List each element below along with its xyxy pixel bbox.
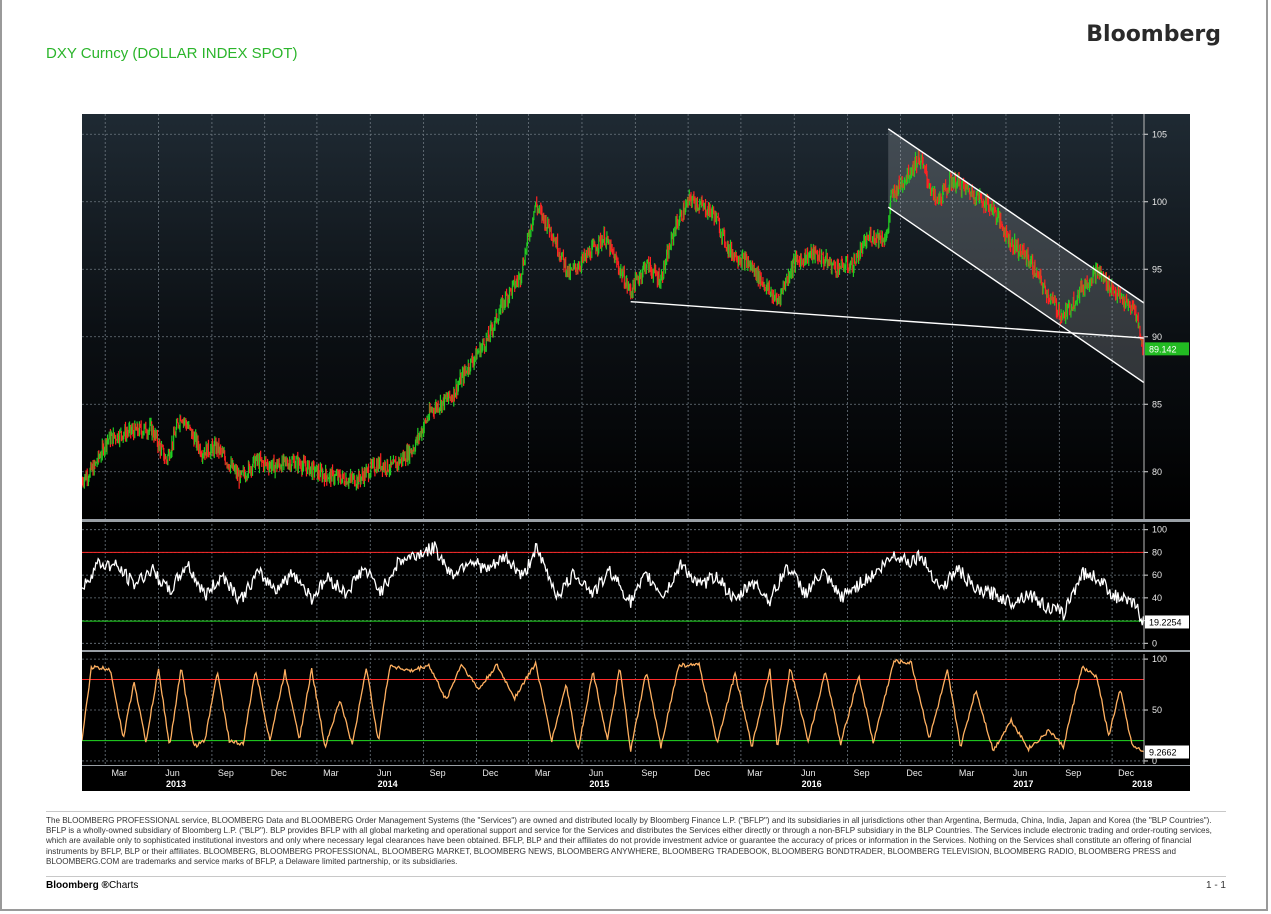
- oscillator-panel: [82, 541, 1145, 626]
- indicator-value-label: 19.2254: [1149, 617, 1182, 627]
- last-price-tag: [1145, 342, 1189, 356]
- stochastic-y-tick-label: 0: [1152, 756, 1157, 766]
- x-year-label: 2015: [589, 779, 609, 789]
- price-y-tick-label: 80: [1152, 467, 1162, 477]
- price-y-tick-label: 105: [1152, 129, 1167, 139]
- oscillator-y-tick-label: 80: [1152, 547, 1162, 557]
- price-y-tick-label: 100: [1152, 197, 1167, 207]
- trendline: [887, 128, 1145, 304]
- footer-product: Charts: [108, 880, 139, 891]
- x-tick-label: Sep: [218, 768, 234, 778]
- footer-brand: Bloomberg ®Charts: [46, 880, 138, 891]
- x-tick-label: Jun: [1013, 768, 1028, 778]
- page-number: 1 - 1: [1205, 880, 1226, 891]
- last-price-label: 89.142: [1149, 344, 1177, 354]
- x-year-label: 2014: [378, 779, 398, 789]
- x-tick-label: Jun: [377, 768, 392, 778]
- legal-disclaimer: The BLOOMBERG PROFESSIONAL service, BLOO…: [46, 811, 1226, 867]
- x-tick-label: Sep: [641, 768, 657, 778]
- oscillator-y-tick-label: 0: [1152, 638, 1157, 648]
- price-series: [82, 149, 1144, 491]
- trendline: [887, 206, 1145, 384]
- x-tick-label: Mar: [111, 768, 127, 778]
- chart-svg: Mar Jun Sep Dec Mar Jun Sep Dec Mar Jun Sep Dec Mar J…: [82, 114, 1190, 791]
- bloomberg-logo: Bloomberg: [1086, 22, 1221, 47]
- x-tick-label: Mar: [959, 768, 975, 778]
- oscillator-line: [82, 541, 1145, 626]
- x-tick-label: Sep: [854, 768, 870, 778]
- stochastic-y-tick-label: 50: [1152, 705, 1162, 715]
- x-tick-label: Jun: [801, 768, 816, 778]
- trendlines: [630, 128, 1145, 384]
- panel-separator: [82, 519, 1190, 522]
- price-y-tick-label: 95: [1152, 264, 1162, 274]
- oscillator-y-tick-label: 40: [1152, 593, 1162, 603]
- x-tick-label: Jun: [589, 768, 604, 778]
- price-y-tick-label: 85: [1152, 399, 1162, 409]
- footer: Bloomberg ®Charts 1 - 1: [46, 876, 1226, 891]
- trend-channel: [888, 128, 1144, 383]
- indicator-value-tag: [1145, 615, 1189, 629]
- x-tick-label: Sep: [1065, 768, 1081, 778]
- price-y-tick-label: 90: [1152, 332, 1162, 342]
- stochastic-line: [82, 658, 1144, 753]
- x-tick-label: Dec: [906, 768, 923, 778]
- x-tick-label: Dec: [271, 768, 288, 778]
- chart-title: DXY Curncy (DOLLAR INDEX SPOT): [46, 45, 298, 62]
- oscillator-y-tick-label: 100: [1152, 525, 1167, 535]
- axes: Mar Jun Sep Dec Mar Jun Sep Dec Mar Jun Sep Dec Mar J…: [82, 114, 1190, 789]
- stochastic-y-tick-label: 100: [1152, 654, 1167, 664]
- x-tick-label: Jun: [165, 768, 180, 778]
- x-tick-label: Dec: [1118, 768, 1135, 778]
- channel-fill: [888, 128, 1144, 383]
- panel-separator: [82, 765, 1190, 766]
- x-tick-label: Dec: [482, 768, 499, 778]
- x-tick-label: Dec: [694, 768, 711, 778]
- price-panel-background: [82, 114, 1190, 519]
- stochastic-panel: [82, 658, 1144, 753]
- x-tick-label: Mar: [747, 768, 763, 778]
- x-tick-label: Mar: [323, 768, 339, 778]
- x-tick-label: Sep: [430, 768, 446, 778]
- chart-area: Mar Jun Sep Dec Mar Jun Sep Dec Mar Jun Sep Dec Mar J…: [82, 114, 1190, 791]
- trendline: [630, 300, 1145, 339]
- footer-brand-name: Bloomberg ®: [46, 880, 109, 891]
- x-tick-label: Mar: [535, 768, 551, 778]
- x-year-label: 2017: [1013, 779, 1033, 789]
- indicator-value-label: 9.2662: [1149, 748, 1177, 758]
- x-year-label: 2018: [1132, 779, 1152, 789]
- oscillator-y-tick-label: 60: [1152, 570, 1162, 580]
- x-year-label: 2016: [802, 779, 822, 789]
- x-year-label: 2013: [166, 779, 186, 789]
- indicator-value-tag: [1145, 745, 1189, 759]
- panel-separator: [82, 650, 1190, 652]
